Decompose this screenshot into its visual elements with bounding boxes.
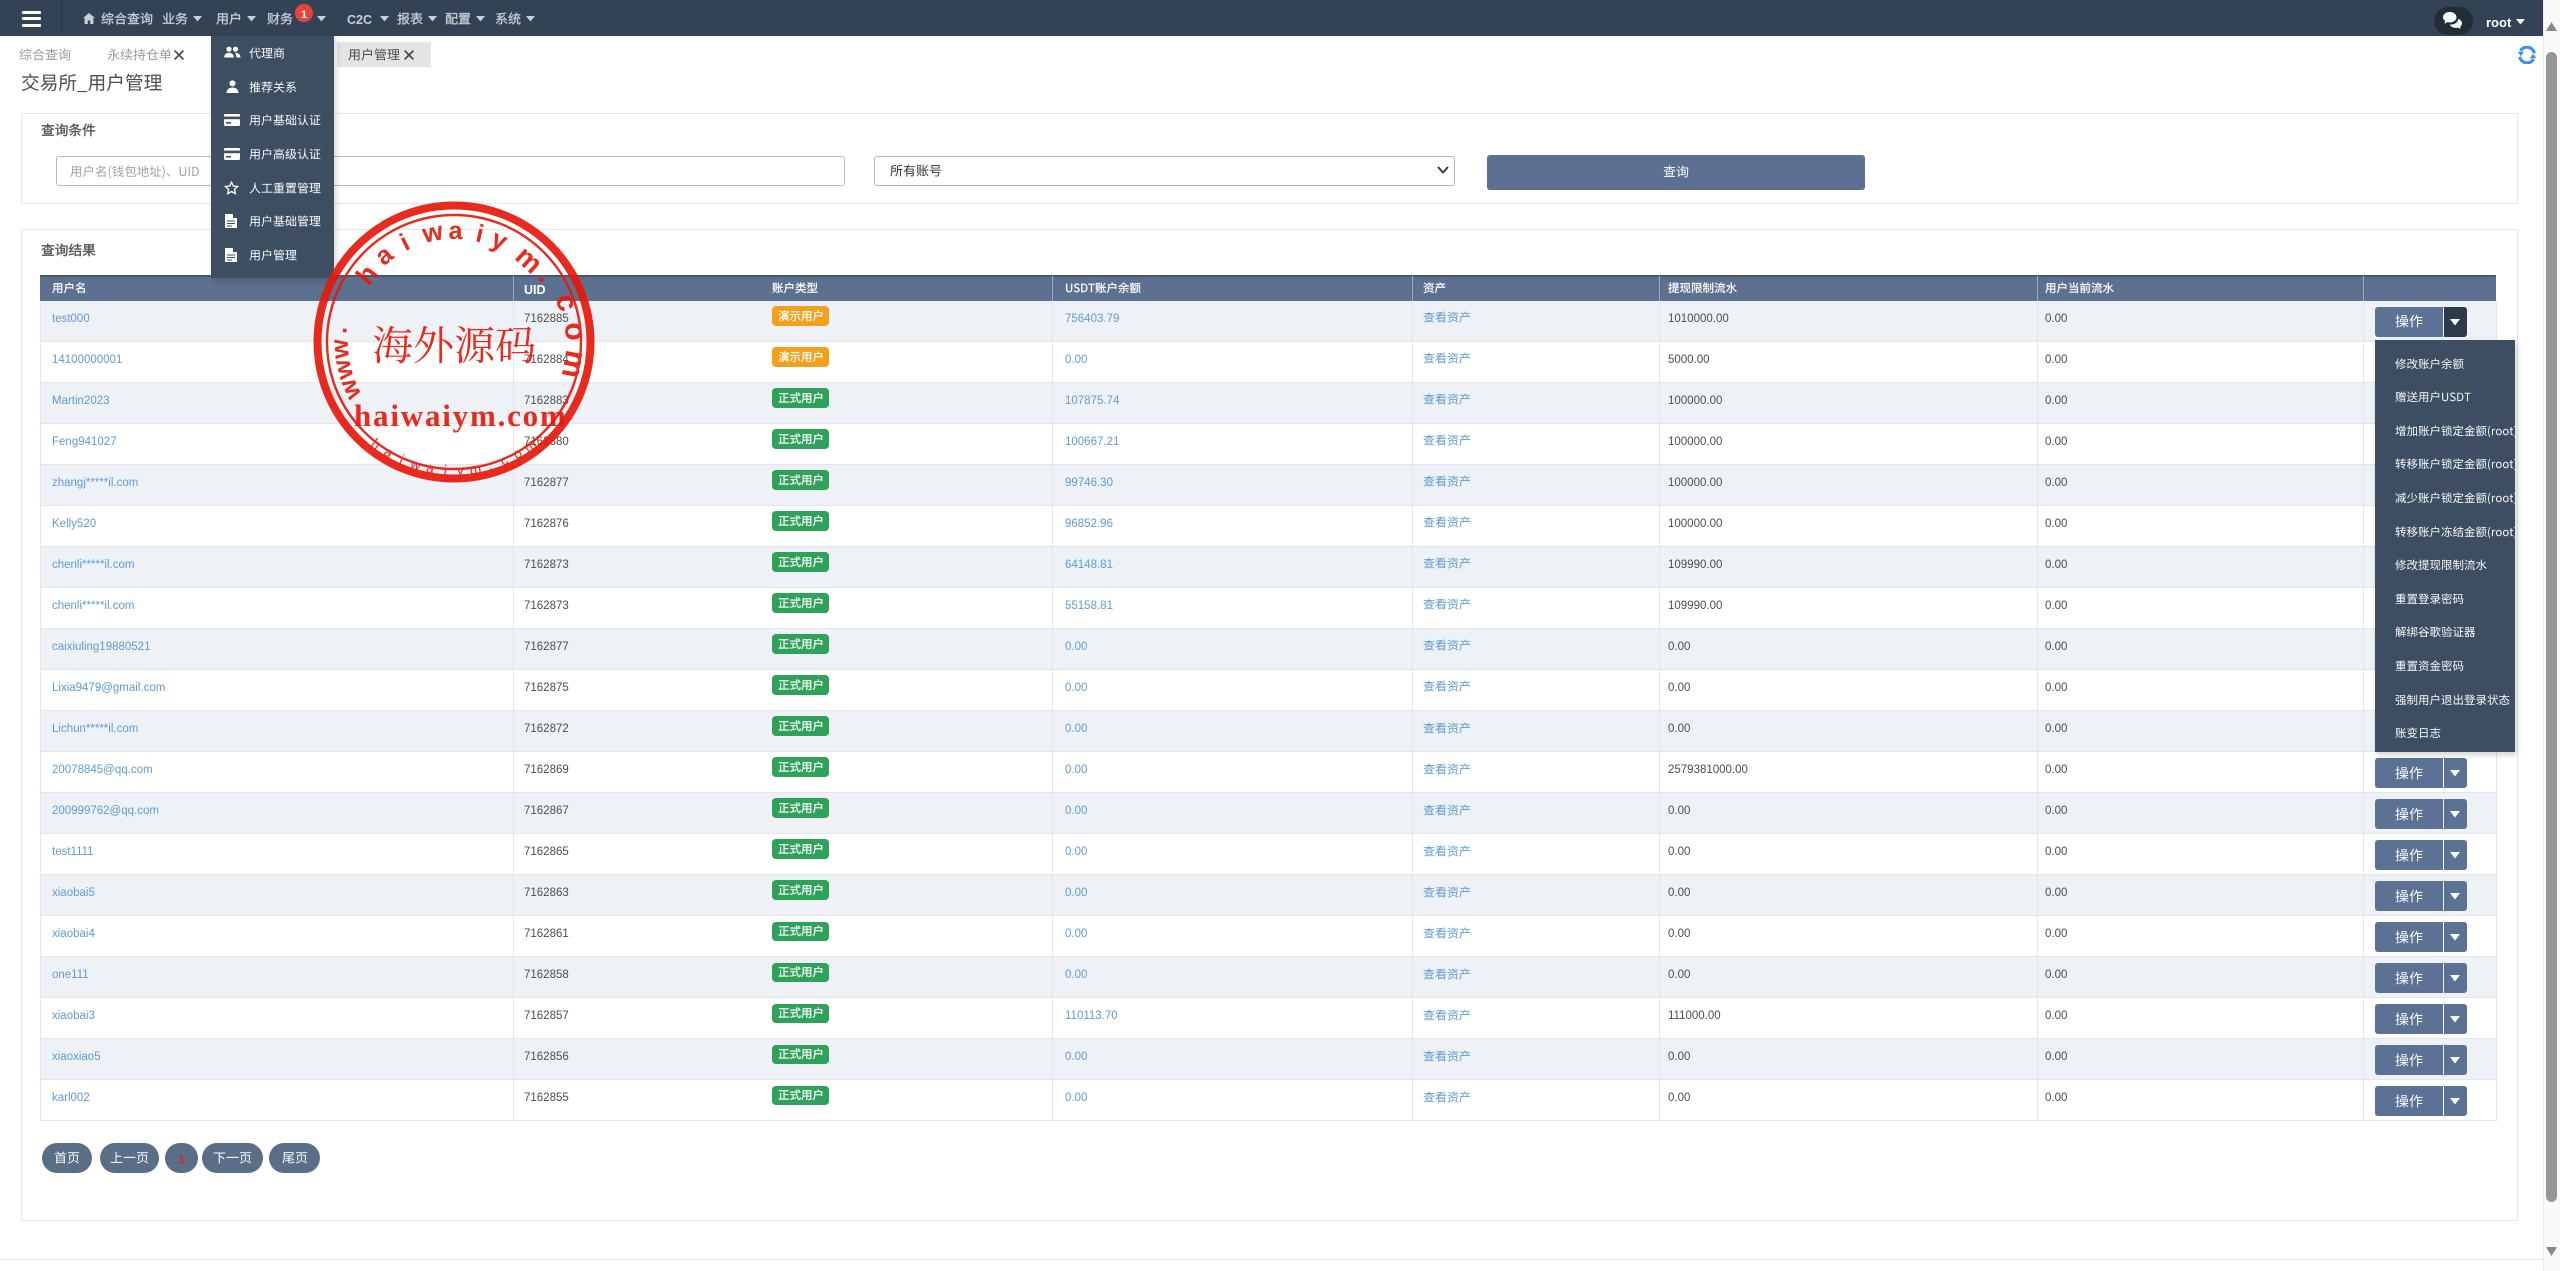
- svg-text:c: c: [497, 451, 510, 468]
- svg-text:i: i: [397, 451, 406, 467]
- svg-text:w: w: [418, 215, 445, 249]
- svg-text:i: i: [395, 228, 414, 256]
- svg-text:y: y: [486, 223, 512, 257]
- svg-text:o: o: [557, 321, 591, 342]
- svg-text:.: .: [485, 457, 493, 473]
- svg-text:y: y: [456, 462, 464, 478]
- svg-text:a: a: [425, 459, 436, 476]
- svg-text:m: m: [554, 347, 593, 380]
- svg-text:i: i: [473, 219, 486, 248]
- svg-text:w: w: [325, 338, 354, 361]
- svg-text:c: c: [548, 289, 584, 315]
- svg-text:i: i: [443, 462, 447, 478]
- svg-text:a: a: [368, 238, 399, 271]
- svg-text:m: m: [468, 459, 482, 477]
- svg-text:.: .: [324, 325, 353, 335]
- svg-text:a: a: [448, 217, 463, 245]
